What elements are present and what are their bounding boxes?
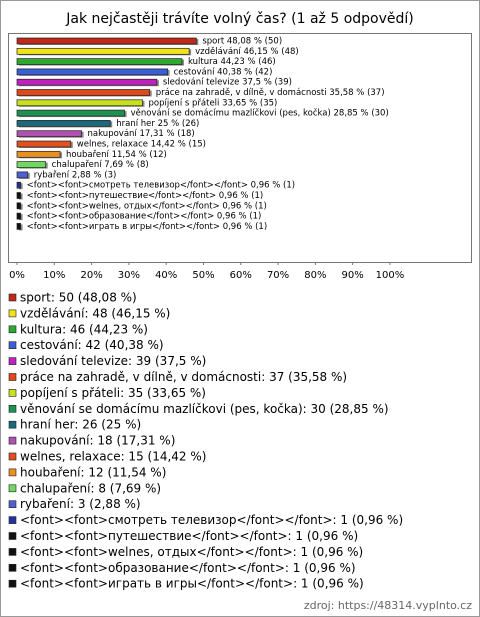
legend-label: nakupování: 18 (17,31 %) (20, 434, 175, 448)
bar (16, 181, 21, 189)
bar (16, 161, 47, 168)
bar (16, 58, 183, 65)
legend-label: popíjení s přáteli: 35 (33,65 %) (20, 386, 206, 400)
bar-label: vzdělávání 46,15 % (48) (195, 47, 299, 57)
bar-label: sledování televize 37,5 % (39) (163, 78, 292, 88)
chart-title: Jak nejčastěji trávíte volný čas? (1 až … (65, 11, 414, 27)
legend-swatch (8, 389, 17, 397)
legend-swatch (8, 579, 17, 588)
bar-label: <font><font>welnes, отдых</font></font> … (27, 201, 267, 211)
legend-label: vzdělávání: 48 (46,15 %) (20, 306, 170, 320)
legend-swatch (8, 548, 17, 556)
bar (16, 192, 21, 199)
legend-label: welnes, relaxace: 15 (14,42 %) (20, 450, 206, 464)
legend-swatch (8, 452, 17, 461)
bar-label: práce na zahradě, v dílně, v domácnosti … (156, 88, 385, 98)
bar-label: popíjení s přáteli 33,65 % (35) (148, 98, 277, 108)
x-tick-label: 80% (304, 270, 326, 281)
legend-label: houbaření: 12 (11,54 %) (20, 465, 166, 479)
bar-label: sport 48,08 % (50) (202, 37, 282, 47)
legend-swatch (8, 341, 17, 350)
x-tick-label: 30% (118, 270, 140, 281)
bar (16, 130, 82, 138)
x-tick-label: 70% (267, 270, 289, 281)
bar (16, 140, 72, 148)
bar (16, 171, 29, 179)
x-tick-label: 50% (192, 270, 214, 281)
bar-label: rybaření 2,88 % (3) (34, 170, 117, 180)
bar-label: kultura 44,23 % (46) (188, 57, 276, 67)
legend-label: sport: 50 (48,08 %) (20, 291, 137, 305)
bar-label: <font><font>образование</font></font> 0,… (27, 212, 262, 222)
legend-swatch (8, 532, 17, 540)
bar (16, 202, 21, 210)
bar (16, 223, 21, 230)
legend-label: <font><font>welnes, отдых</font></font>:… (20, 545, 363, 559)
bar (16, 120, 111, 127)
source: zdroj: https://48314.vyplnto.cz (304, 599, 472, 612)
legend-label: chalupaření: 8 (7,69 %) (20, 481, 161, 495)
legend-label: sledování televize: 39 (37,5 %) (20, 354, 206, 368)
legend-swatch (8, 404, 17, 413)
legend-label: <font><font>смотреть телевизор</font></f… (20, 513, 403, 527)
legend-label: věnování se domácímu mazlíčkovi (pes, ko… (20, 402, 389, 416)
legend-label: hraní her: 26 (25 %) (20, 418, 141, 432)
bar-label: hraní her 25 % (26) (116, 119, 199, 129)
bar-label: věnování se domácímu mazlíčkovi (pes, ko… (131, 108, 389, 119)
bar (16, 150, 61, 158)
legend-swatch (8, 563, 17, 572)
legend-swatch (8, 436, 17, 445)
legend-label: kultura: 46 (44,23 %) (20, 322, 148, 336)
bar (16, 89, 151, 96)
legend-swatch (8, 373, 17, 381)
x-tick-label: 60% (230, 270, 252, 281)
legend-swatch (8, 468, 17, 477)
bar (16, 47, 190, 55)
bar-label: welnes, relaxace 14,42 % (15) (77, 140, 206, 150)
x-tick-label: 90% (342, 270, 364, 281)
legend-swatch (8, 309, 17, 318)
bar-label: houbaření 11,54 % (12) (66, 150, 167, 160)
legend-swatch (8, 420, 17, 429)
legend-label: <font><font>играть в игры</font></font>:… (20, 577, 364, 591)
bar (16, 109, 125, 117)
bar (16, 78, 158, 86)
legend-swatch (8, 357, 17, 365)
legend-label: <font><font>путешествие</font></font>: 1… (20, 529, 358, 543)
bar (16, 99, 143, 107)
legend-label: práce na zahradě, v dílně, v domácnosti:… (20, 370, 347, 384)
bar-label: cestování 40,38 % (42) (174, 67, 273, 77)
bar-label: <font><font>путешествие</font></font> 0,… (27, 191, 264, 201)
x-tick-label: 100% (376, 270, 405, 281)
legend-label: <font><font>образование</font></font>: 1… (20, 561, 356, 575)
bar (16, 68, 168, 76)
legend-label: cestování: 42 (40,38 %) (20, 338, 164, 352)
legend-swatch (8, 516, 17, 524)
legend-swatch (8, 484, 17, 493)
bar-label: chalupaření 7,69 % (8) (52, 160, 149, 170)
x-tick-label: 20% (80, 270, 102, 281)
bar-label: nakupování 17,31 % (18) (88, 129, 195, 139)
x-tick-label: 0% (9, 270, 25, 281)
legend-swatch (8, 325, 17, 334)
bar-label: <font><font>смотреть телевизор</font></f… (27, 181, 296, 191)
legend-label: rybaření: 3 (2,88 %) (20, 497, 141, 511)
bar (16, 37, 197, 45)
x-tick-label: 10% (43, 270, 65, 281)
bar-label: <font><font>играть в игры</font></font> … (27, 222, 268, 232)
legend-swatch (8, 293, 17, 302)
legend-swatch (8, 500, 17, 509)
x-tick-label: 40% (155, 270, 177, 281)
bar (16, 212, 21, 220)
